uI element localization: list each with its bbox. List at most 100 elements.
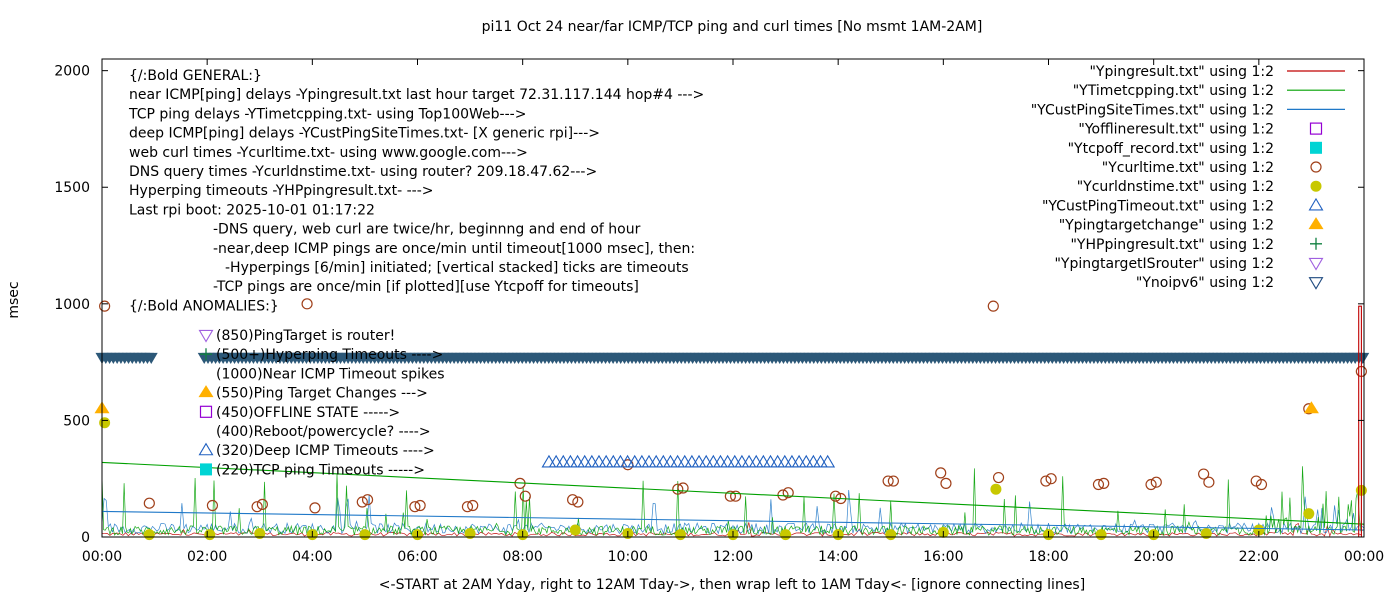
x-tick-label: 12:00 (713, 549, 753, 565)
ycustpingtimeout-txt-point (755, 454, 771, 468)
axes: 00:00 02:00 04:00 06:00 08:00 10:00 12:00 14:00… (54, 58, 1384, 565)
legend-marker-sample (1308, 217, 1324, 230)
ynoipv6-point (144, 352, 158, 364)
legend-marker-sample (1310, 161, 1322, 173)
x-tick-label: 02:00 (187, 549, 227, 565)
annotation-line: {/:Bold ANOMALIES:} (129, 298, 279, 314)
annotation-line: Hyperping timeouts -YHPpingresult.txt- -… (129, 183, 434, 199)
ycustpingtimeout-txt-point (727, 454, 743, 468)
ycustpingtimeout-txt-point (577, 454, 593, 468)
legend-label: "Ypingtargetchange" using 1:2 (1059, 218, 1274, 234)
ycustpingtimeout-txt-point (641, 454, 657, 468)
legend-marker-sample (1308, 257, 1324, 271)
legend-label: "YCustPingSiteTimes.txt" using 1:2 (1031, 102, 1274, 118)
ycustpingtimeout-txt-point (605, 454, 621, 468)
ycurltime-txt-point (414, 499, 426, 512)
ycurltime-txt-point (829, 490, 842, 502)
ycurltime-txt-point (251, 501, 263, 513)
ycurltime-txt-point (467, 499, 479, 512)
ycurldnstime-txt-point (1303, 508, 1315, 520)
x-tick-label: 06:00 (397, 549, 437, 565)
ycustpingtimeout-txt-point (777, 454, 793, 468)
ycurldnstime-txt-point (780, 529, 792, 541)
anomaly-key-label: (500+)Hyperping Timeouts ----> (216, 347, 443, 363)
ycustpingtimeout-txt-point (541, 454, 557, 468)
x-tick-label: 16:00 (923, 549, 963, 565)
ycustpingtimeout-txt-point (584, 454, 600, 468)
ypingresult-txt-spike-line (1358, 305, 1362, 537)
ycurldnstime-txt-point (204, 529, 216, 541)
legend-label: "Ypingresult.txt" using 1:2 (1089, 64, 1274, 80)
ycurldnstime-txt-point (569, 524, 581, 536)
ycurltime-txt-point (409, 501, 421, 513)
ycustpingtimeout-txt-point (662, 454, 678, 468)
chart-title: pi11 Oct 24 near/far ICMP/TCP ping and c… (482, 19, 983, 35)
anomaly-key-marker (200, 348, 212, 361)
ycurltime-txt-point (935, 467, 947, 479)
ycustpingtimeout-txt-point (805, 454, 821, 468)
legend-label: "Yofflineresult.txt" using 1:2 (1078, 122, 1274, 138)
ycustpingtimeout-txt-point (820, 454, 836, 468)
y-tick-label: 500 (63, 413, 90, 429)
anomaly-key-marker (198, 385, 214, 398)
anomaly-key-marker (199, 405, 213, 418)
legend-marker-sample (1309, 122, 1323, 135)
ycustpingsitetimes-txt-trend-line (101, 510, 1365, 531)
ycustpingtimeout-txt-point (570, 454, 586, 468)
legend-label: "YCustPingTimeout.txt" using 1:2 (1042, 198, 1274, 214)
annotation-line: -near,deep ICMP pings are once/min until… (213, 241, 695, 257)
ycustpingtimeout-txt-point (791, 454, 807, 468)
annotation-text: {/:Bold GENERAL:} near ICMP[ping] delays … (128, 68, 704, 478)
ycurltime-txt-point (309, 502, 321, 514)
ycurltime-txt-point (1198, 468, 1210, 480)
annotation-line: -Hyperpings [6/min] initiated; [vertical… (225, 260, 689, 276)
ycurltime-txt-point (1145, 478, 1157, 491)
ycustpingtimeout-txt-point (620, 454, 636, 468)
ycurltime-txt-point (782, 487, 794, 499)
legend-label: "Ycurldnstime.txt" using 1:2 (1077, 179, 1274, 195)
legend-marker-sample (1310, 180, 1322, 192)
ycurltime-txt-point (677, 482, 689, 494)
y-tick-label: 1000 (54, 297, 90, 313)
ycurltime-txt-point (143, 497, 155, 509)
ycurltime-txt-point (1203, 476, 1215, 488)
legend-marker-sample (1308, 277, 1324, 290)
x-tick-label: 22:00 (1239, 549, 1279, 565)
legend-marker-sample (1310, 141, 1322, 154)
x-tick-label: 04:00 (292, 549, 332, 565)
ycustpingtimeout-txt-point (770, 454, 786, 468)
anomaly-key-label: (1000)Near ICMP Timeout spikes (216, 366, 445, 382)
ycurldnstime-txt-point (1253, 524, 1265, 536)
ycurltime-txt-point (1150, 476, 1162, 488)
ycurltime-txt-point (461, 501, 474, 513)
ycustpingtimeout-txt-point (741, 454, 757, 468)
ycurldnstime-txt-point (885, 529, 897, 541)
x-tick-label: 18:00 (1028, 549, 1068, 565)
ycurltime-txt-point (1098, 477, 1110, 489)
annotation-line: -TCP pings are once/min [if plotted][use… (213, 279, 639, 295)
ycurltime-txt-point (256, 498, 268, 510)
ycustpingtimeout-txt-point (634, 454, 650, 468)
ycustpingtimeout-txt-point (698, 454, 714, 468)
ycurltime-txt-point (99, 300, 111, 312)
ycustpingtimeout-txt-point (734, 454, 750, 468)
ycustpingtimeout-txt-point (548, 454, 564, 468)
ycustpingtimeout-txt-point (648, 454, 664, 468)
ycurltime-txt-point (992, 471, 1005, 484)
x-tick-label: 00:00 (82, 549, 122, 565)
legend-label: "Ynoipv6" using 1:2 (1136, 275, 1274, 291)
x-tick-label: 08:00 (502, 549, 542, 565)
ycustpingtimeout-txt-point (598, 454, 614, 468)
x-tick-label: 10:00 (608, 549, 648, 565)
ycustpingtimeout-txt-point (798, 454, 814, 468)
ycustpingsitetimes-noise (101, 489, 1365, 535)
ycurldnstime-txt-point (254, 528, 266, 540)
anomaly-key-marker (198, 442, 214, 456)
anomaly-key-label: (850)PingTarget is router! (216, 328, 395, 344)
annotation-line: TCP ping delays -YTimetcpping.txt- using… (128, 106, 526, 122)
legend-marker-sample (1308, 197, 1324, 211)
ycustpingtimeout-txt-point (562, 454, 578, 468)
ycurltime-txt-point (1092, 478, 1105, 491)
ycurldnstime-txt-point (1095, 529, 1107, 541)
